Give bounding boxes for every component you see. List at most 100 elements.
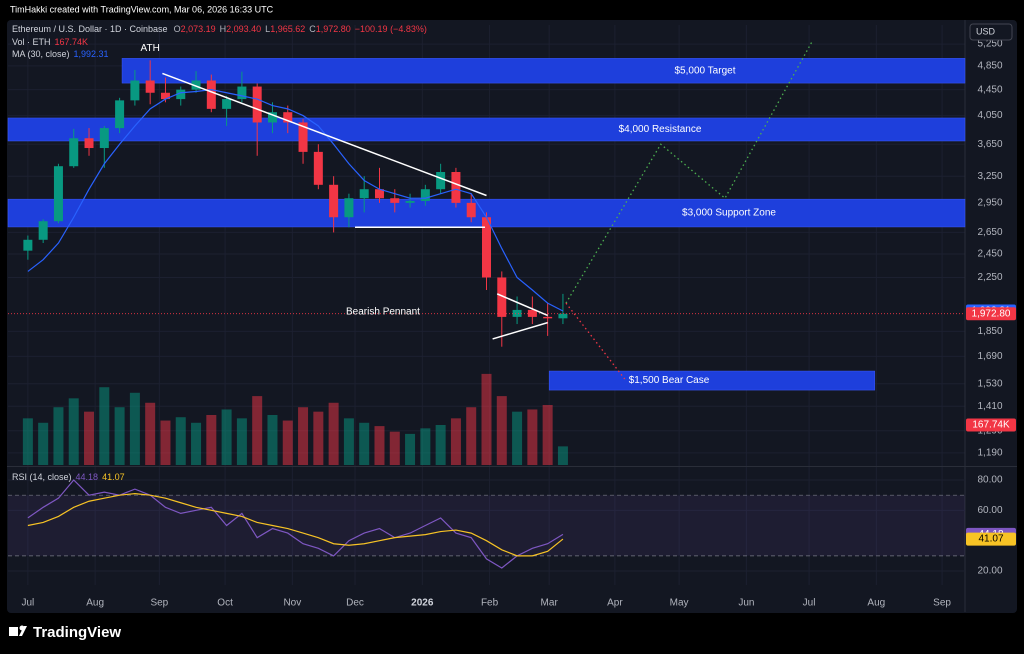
volume-bar: [145, 402, 156, 465]
volume-badge-bg: [966, 418, 1016, 432]
candle-body: [99, 128, 109, 149]
volume-bar: [129, 392, 140, 465]
ohlc-key: C: [309, 24, 316, 34]
zone-label: $1,500 Bear Case: [629, 375, 710, 386]
y-tick-label: 4,450: [977, 84, 1002, 95]
x-tick-label: Oct: [217, 598, 233, 609]
x-tick-label: Feb: [481, 598, 499, 609]
ma-value: 1,992.31: [74, 49, 109, 59]
volume-bar: [267, 415, 278, 465]
rsi-tick-label: 20.00: [977, 566, 1002, 577]
volume-bar: [405, 433, 416, 465]
volume-bar: [175, 417, 186, 465]
y-tick-label: 1,850: [977, 326, 1002, 337]
volume-bar: [359, 422, 370, 465]
y-tick-label: 2,250: [977, 272, 1002, 283]
volume-bar: [114, 407, 125, 465]
x-tick-label: Sep: [933, 598, 951, 609]
ma-legend: MA (30, close) 1,992.31: [12, 49, 109, 59]
candle-body: [145, 80, 155, 93]
currency[interactable]: USD: [976, 26, 996, 36]
volume-bar: [374, 426, 385, 465]
y-tick-label: 1,410: [977, 401, 1002, 412]
volume-bar: [84, 411, 95, 465]
y-tick-label: 3,650: [977, 139, 1002, 150]
ohlc-key: O: [174, 24, 181, 34]
x-tick-label: May: [670, 598, 689, 609]
volume-bar: [99, 387, 110, 465]
candle-body: [359, 189, 369, 199]
volume-bar: [496, 396, 507, 465]
trend-line: [496, 293, 548, 317]
y-tick-label: 1,530: [977, 378, 1002, 389]
ohlc-value: 2,093.40: [226, 24, 261, 34]
zone: [7, 117, 966, 142]
volume-bar: [206, 415, 217, 465]
x-tick-label: Aug: [867, 598, 885, 609]
attribution: TimHakki created with TradingView.com, M…: [10, 4, 274, 14]
candle-body: [130, 80, 140, 101]
ohlc-value: 1,972.80: [316, 24, 351, 34]
volume-bar: [236, 418, 247, 465]
volume-bar: [343, 418, 354, 465]
candle-body: [160, 92, 170, 100]
rsi-ma-value: 41.07: [102, 472, 125, 482]
candle-body: [267, 112, 277, 123]
volume-bar: [542, 405, 553, 465]
x-tick-label: Jun: [738, 598, 754, 609]
candle-body: [512, 309, 522, 317]
volume-bar: [38, 422, 49, 465]
candle-body: [527, 309, 537, 317]
footer-brand: TradingView: [33, 624, 121, 641]
candle-body: [374, 189, 384, 199]
rsi-ma-line: [27, 493, 564, 557]
volume-bar: [512, 411, 523, 465]
candle-body: [497, 277, 507, 317]
x-tick-label: Jul: [21, 598, 34, 609]
trend-line: [162, 72, 487, 197]
x-tick-label: Nov: [283, 598, 301, 609]
volume-value: 167.74K: [55, 37, 89, 47]
candle-body: [466, 202, 476, 218]
candle-body: [344, 198, 354, 218]
logo: [9, 625, 27, 636]
rsi-value: 44.18: [76, 472, 99, 482]
price-badge-bg: [966, 307, 1016, 321]
x-tick-label: Apr: [607, 598, 623, 609]
candle-body: [436, 171, 446, 190]
volume-bar: [22, 418, 33, 465]
x-tick-label: Sep: [150, 598, 168, 609]
symbol-line: Ethereum / U.S. Dollar · 1D · Coinbase O2…: [12, 24, 427, 34]
ohlc-key: H: [220, 24, 227, 34]
x-tick-label: Dec: [346, 598, 364, 609]
candle-body: [420, 189, 430, 202]
candle-body: [237, 86, 247, 100]
volume-bar: [389, 431, 400, 465]
candle-body: [115, 100, 125, 129]
zone-label: $3,000 Support Zone: [682, 208, 776, 219]
trend-line: [492, 321, 548, 340]
y-tick-label: 4,850: [977, 61, 1002, 72]
x-tick-label: Mar: [541, 598, 559, 609]
candle-body: [313, 151, 323, 185]
candle-body: [191, 80, 201, 90]
y-tick-label: 2,950: [977, 198, 1002, 209]
rsi-name: RSI (14, close): [12, 472, 72, 482]
rsi-band: [8, 495, 965, 556]
annotation: Bearish Pennant: [346, 307, 420, 318]
currency-button[interactable]: [969, 23, 1013, 41]
candle-body: [329, 184, 339, 218]
volume-legend: Vol · ETH 167.74K: [12, 37, 88, 47]
volume-bar: [557, 446, 568, 465]
volume-bar: [313, 411, 324, 465]
volume-bar: [282, 420, 293, 465]
volume-bar: [420, 428, 431, 465]
volume-bar: [481, 373, 492, 465]
candle-body: [298, 122, 308, 152]
volume-bar: [221, 409, 232, 465]
rsi-legend: RSI (14, close) 44.18 41.07: [12, 472, 125, 482]
volume-bar: [466, 407, 477, 465]
volume-bar: [450, 418, 461, 465]
ohlc-value: 1,965.62: [270, 24, 305, 34]
candle-body: [206, 80, 216, 109]
